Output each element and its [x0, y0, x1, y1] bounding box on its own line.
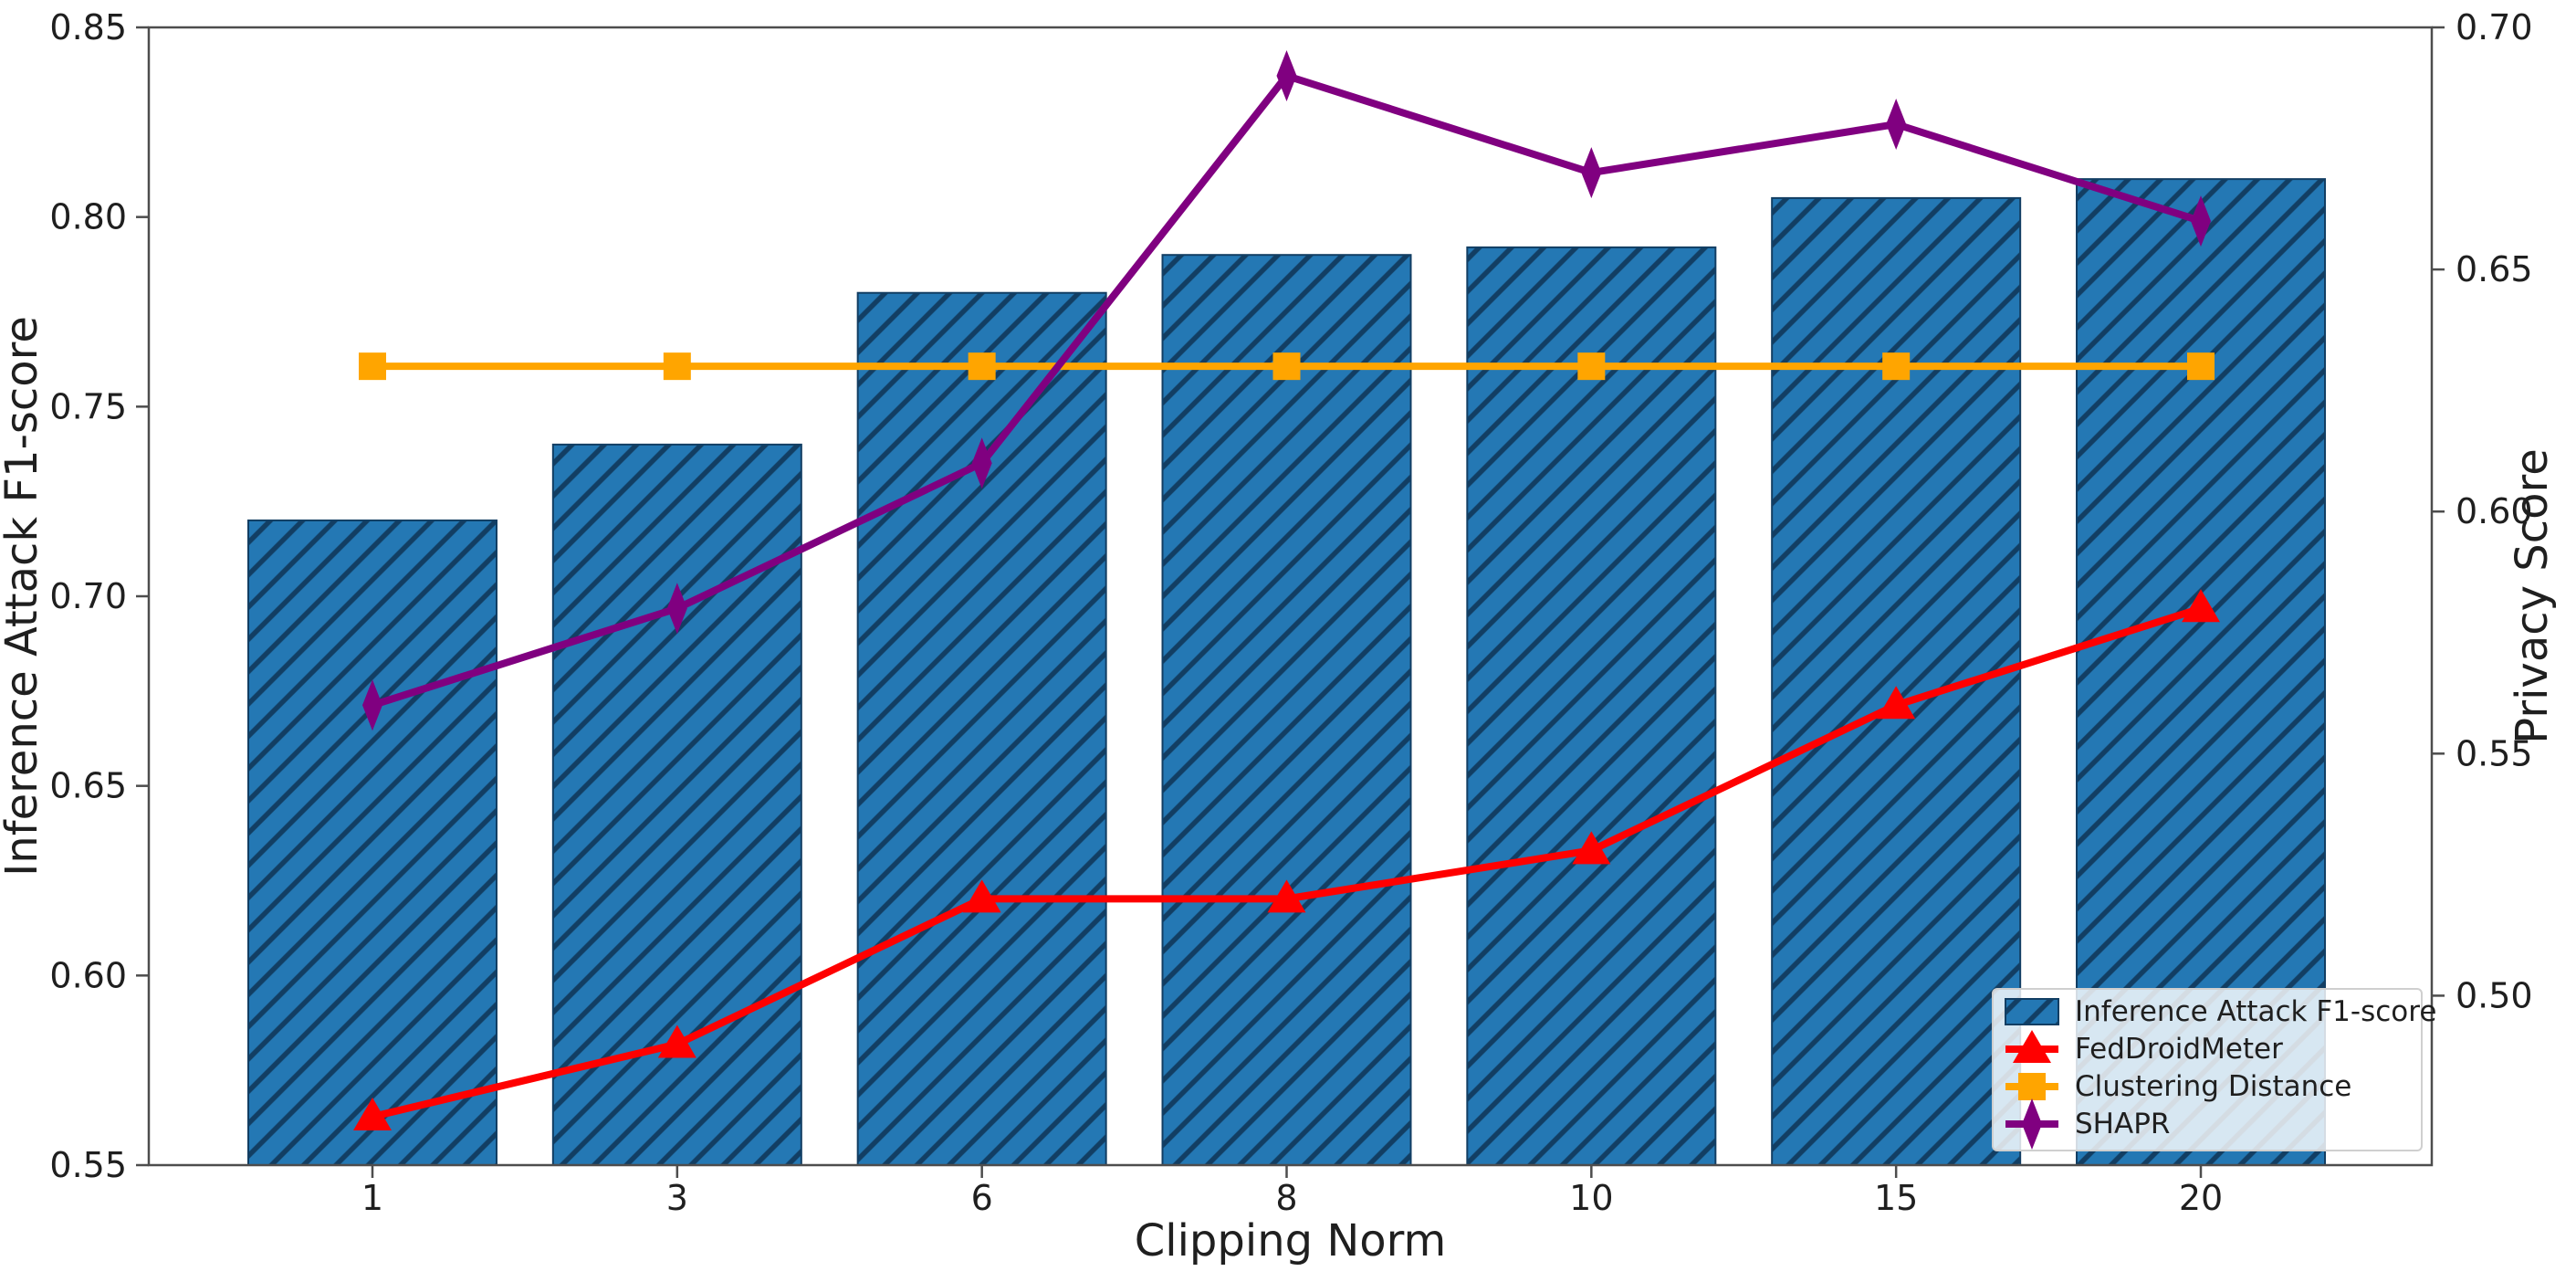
- legend-entry: FedDroidMeter: [2005, 1030, 2283, 1066]
- x-tick-label: 3: [666, 1178, 688, 1218]
- x-tick-label: 8: [1275, 1178, 1297, 1218]
- diamond-marker-icon: [666, 583, 687, 635]
- diamond-marker-icon: [1886, 99, 1907, 151]
- bar: [856, 291, 1107, 1166]
- square-marker-icon: [359, 352, 386, 381]
- square-marker-icon: [1577, 352, 1606, 381]
- left-tick-label: 0.85: [49, 7, 127, 47]
- legend-entry-label: SHAPR: [2075, 1108, 2170, 1140]
- square-marker-icon: [663, 352, 691, 381]
- bar: [247, 519, 497, 1166]
- legend-entry-label: Clustering Distance: [2075, 1070, 2351, 1103]
- diamond-marker-icon: [1276, 50, 1297, 102]
- right-tick-label: 0.65: [2456, 249, 2533, 289]
- x-tick-label: 20: [2179, 1178, 2223, 1218]
- triangle-marker-icon: [962, 879, 1001, 913]
- legend-swatch-bar: [2005, 998, 2059, 1025]
- triangle-marker-icon: [353, 1097, 392, 1130]
- x-tick-label: 15: [1874, 1178, 1918, 1218]
- triangle-marker-icon: [1877, 686, 1916, 720]
- legend: Inference Attack F1-score FedDroidMeter Cl…: [1992, 988, 2436, 1151]
- square-marker-icon: [2187, 352, 2215, 381]
- left-tick-label: 0.60: [49, 955, 127, 995]
- line-series-feddroidmeter: [353, 589, 2220, 1130]
- right-axis: 0.50 0.55 0.60 0.65 0.70: [2432, 7, 2533, 1015]
- bar: [1161, 254, 1412, 1166]
- triangle-marker-icon: [1572, 831, 1611, 865]
- left-tick-label: 0.75: [49, 386, 127, 426]
- right-tick-label: 0.50: [2456, 975, 2533, 1015]
- x-tick-label: 6: [971, 1178, 993, 1218]
- left-tick-label: 0.70: [49, 576, 127, 616]
- left-tick-label: 0.80: [49, 197, 127, 237]
- x-axis-title: Clipping Norm: [1135, 1215, 1447, 1266]
- x-tick-label: 1: [361, 1178, 383, 1218]
- legend-entry: SHAPR: [2005, 1098, 2170, 1150]
- bar: [1771, 196, 2022, 1166]
- legend-entry-label: Inference Attack F1-score: [2075, 995, 2436, 1028]
- square-marker-icon: [1882, 352, 1911, 381]
- x-axis: 1 3 6 8 10 15 20: [361, 1165, 2223, 1218]
- diamond-marker-icon: [2191, 195, 2211, 247]
- left-axis: 0.55 0.60 0.65 0.70 0.75 0.80 0.85: [49, 7, 149, 1185]
- triangle-marker-icon: [1267, 879, 1306, 913]
- line-series-clustering-distance: [359, 352, 2215, 381]
- diamond-marker-icon: [971, 437, 992, 489]
- triangle-marker-icon: [2182, 589, 2220, 623]
- right-tick-label: 0.60: [2456, 491, 2533, 531]
- left-tick-label: 0.55: [49, 1145, 127, 1185]
- triangle-marker-icon: [2013, 1030, 2051, 1063]
- right-tick-label: 0.55: [2456, 733, 2533, 773]
- legend-entry: Inference Attack F1-score: [2005, 995, 2436, 1028]
- x-tick-label: 10: [1569, 1178, 1613, 1218]
- right-tick-label: 0.70: [2456, 7, 2533, 47]
- square-marker-icon: [2018, 1073, 2046, 1100]
- legend-entry-label: FedDroidMeter: [2075, 1033, 2283, 1066]
- left-axis-title: Inference Attack F1-score: [0, 316, 47, 877]
- diamond-marker-icon: [1581, 147, 1602, 199]
- bar: [1466, 246, 1717, 1167]
- square-marker-icon: [968, 352, 996, 381]
- right-axis-title: Privacy Score: [2507, 448, 2558, 743]
- triangle-marker-icon: [657, 1025, 696, 1058]
- line-series-shapr: [362, 50, 2211, 731]
- legend-box: [1992, 988, 2423, 1151]
- diamond-marker-icon: [2022, 1098, 2042, 1150]
- legend-entry: Clustering Distance: [2005, 1070, 2351, 1103]
- left-tick-label: 0.65: [49, 766, 127, 806]
- diamond-marker-icon: [362, 679, 382, 731]
- square-marker-icon: [1272, 352, 1301, 381]
